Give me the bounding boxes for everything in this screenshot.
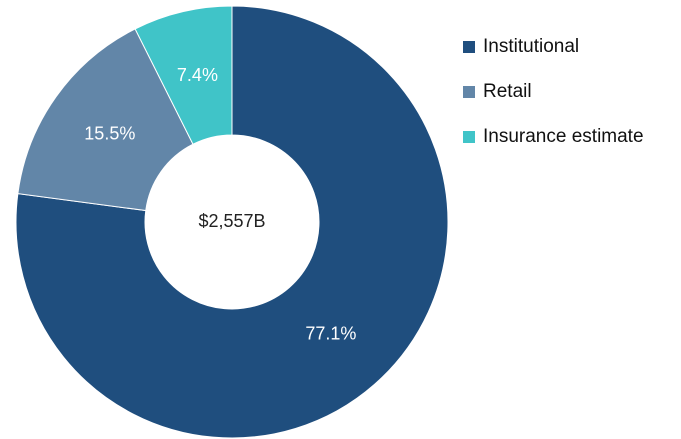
legend-swatch — [463, 131, 475, 143]
legend-swatch — [463, 41, 475, 53]
slice — [15, 5, 449, 439]
slice — [134, 5, 233, 145]
legend-label: Retail — [483, 81, 532, 102]
legend-label: Insurance estimate — [483, 126, 644, 147]
value-label: 15.5% — [84, 124, 135, 144]
slice — [17, 28, 194, 212]
value-label: 7.4% — [177, 65, 218, 85]
value-label: 77.1% — [305, 324, 356, 344]
center-label: $2,557B — [198, 211, 265, 231]
legend-swatch — [463, 86, 475, 98]
legend-label: Institutional — [483, 36, 579, 57]
